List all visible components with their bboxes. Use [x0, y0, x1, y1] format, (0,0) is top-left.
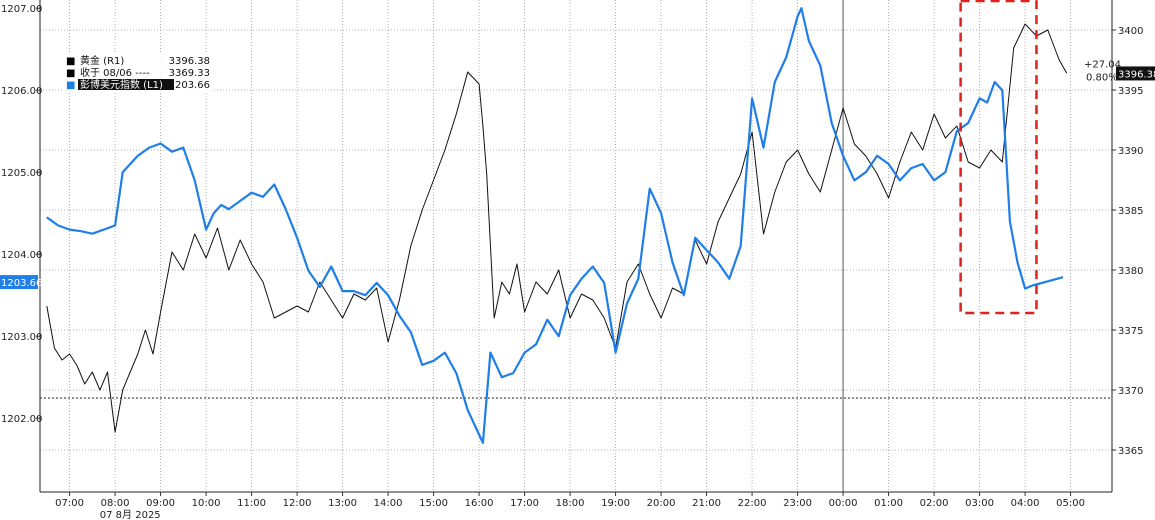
right-tick-label: 3385	[1118, 206, 1143, 217]
legend-name: 黄金 (R1)	[80, 54, 124, 67]
x-tick-label: 14:00	[374, 498, 403, 509]
date-label: 07 8月 2025	[100, 509, 161, 520]
annotations	[959, 0, 1038, 315]
x-tick-label: 03:00	[965, 498, 994, 509]
x-tick-label: 19:00	[601, 498, 630, 509]
left-tick-label: 1204.00	[1, 250, 42, 261]
gold-last-box	[1116, 66, 1155, 81]
legend: ■ 黄金 (R1) 3396.38 ■ 收于 08/06 ---- 3369.33 ■ 彭博美…	[62, 52, 214, 92]
x-tick-label: 04:00	[1011, 498, 1040, 509]
dxy-last-box	[0, 275, 38, 290]
left-tick-label: 1202.00	[1, 414, 42, 425]
right-tick-label: 3365	[1118, 446, 1143, 457]
x-tick-label: 15:00	[419, 498, 448, 509]
x-tick-label: 12:00	[283, 498, 312, 509]
legend-marker: ■	[66, 80, 75, 91]
legend-marker: ■	[66, 68, 75, 79]
tick-labels: 07:00 08:00 09:00 10:00 11:00 12:00 13:00 14:00…	[1, 4, 1143, 520]
last-value-labels: 3396.38+27.040.80%1203.66	[0, 59, 1155, 290]
x-tick-label: 01:00	[874, 498, 903, 509]
x-tick-label: 07:00	[55, 498, 84, 509]
left-tick-label: 1203.00	[1, 332, 42, 343]
x-tick-label: 22:00	[738, 498, 767, 509]
x-tick-label: 09:00	[146, 498, 175, 509]
x-tick-label: 21:00	[692, 498, 721, 509]
dxy-last-label: 1203.66	[1, 278, 42, 289]
x-tick-label: 10:00	[192, 498, 221, 509]
legend-highlight	[78, 79, 174, 90]
legend-name: 彭博美元指数 (L1)	[80, 78, 163, 91]
legend-marker: ■	[66, 56, 75, 67]
x-tick-label: 02:00	[920, 498, 949, 509]
x-tick-label: 18:00	[556, 498, 585, 509]
x-tick-label: 08:00	[101, 498, 130, 509]
x-tick-label: 17:00	[510, 498, 539, 509]
pct-label: 0.80%	[1086, 72, 1118, 83]
right-tick-label: 3380	[1118, 266, 1143, 277]
left-tick-label: 1205.00	[1, 168, 42, 179]
left-tick-label: 1207.00	[1, 4, 42, 15]
x-tick-label: 23:00	[783, 498, 812, 509]
x-tick-label: 16:00	[465, 498, 494, 509]
right-tick-label: 3400	[1118, 26, 1143, 37]
gridlines	[40, 0, 1112, 492]
legend-value: 1203.66	[169, 80, 210, 91]
x-tick-label: 13:00	[328, 498, 357, 509]
left-tick-label: 1206.00	[1, 86, 42, 97]
legend-name: 收于 08/06 ----	[80, 66, 150, 79]
right-tick-label: 3395	[1118, 86, 1143, 97]
gold-last-label: 3396.38	[1118, 69, 1155, 80]
axes	[36, 0, 1116, 496]
change-label: +27.04	[1084, 59, 1121, 70]
right-tick-label: 3375	[1118, 326, 1143, 337]
highlight-box	[959, 0, 1038, 315]
x-tick-label: 00:00	[829, 498, 858, 509]
gold-series-line	[46, 23, 1068, 433]
right-tick-label: 3390	[1118, 146, 1143, 157]
x-tick-label: 11:00	[237, 498, 266, 509]
series-lines	[46, 7, 1068, 444]
x-tick-label: 20:00	[647, 498, 676, 509]
x-tick-label: 05:00	[1056, 498, 1085, 509]
legend-value: 3369.33	[169, 68, 210, 79]
right-tick-label: 3370	[1118, 386, 1143, 397]
legend-value: 3396.38	[169, 56, 210, 67]
dxy-series-line	[46, 7, 1064, 444]
